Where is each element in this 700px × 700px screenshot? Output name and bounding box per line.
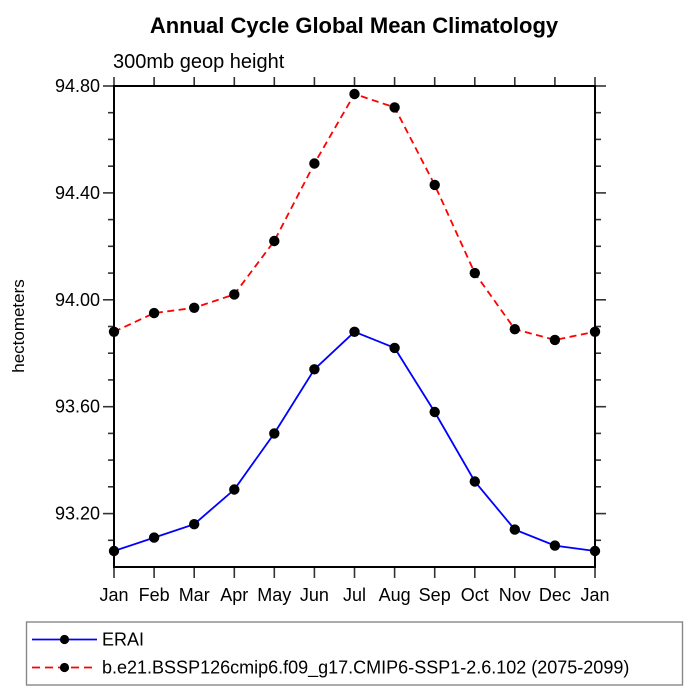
data-point	[229, 289, 240, 300]
data-point	[589, 545, 601, 557]
data-point	[349, 326, 360, 337]
x-tick-label: Jan	[99, 585, 128, 605]
data-point	[469, 267, 480, 279]
data-point	[309, 364, 320, 375]
y-tick-label: 94.80	[55, 76, 100, 96]
data-point	[349, 88, 360, 100]
x-tick-label: Sep	[419, 585, 451, 605]
data-point	[189, 302, 200, 313]
chart-title: Annual Cycle Global Mean Climatology	[150, 13, 559, 38]
y-tick-label: 94.00	[55, 290, 100, 310]
legend-label-erai: ERAI	[102, 630, 144, 650]
legend-label-model: b.e21.BSSP126cmip6.f09_g17.CMIP6-SSP1-2.…	[102, 658, 629, 679]
data-point	[108, 326, 120, 337]
x-tick-label: Feb	[139, 585, 170, 605]
y-axis-ticks-right	[595, 85, 606, 542]
data-point	[469, 476, 480, 487]
data-point	[148, 307, 160, 319]
data-point	[269, 428, 280, 439]
data-point	[549, 540, 561, 551]
data-point	[389, 342, 400, 354]
legend-marker-erai	[59, 634, 70, 645]
x-tick-label: Mar	[179, 585, 210, 605]
x-tick-label: Dec	[539, 585, 571, 605]
data-point	[429, 179, 440, 191]
data-point	[509, 524, 520, 535]
plot-border	[113, 85, 596, 568]
x-axis-ticks-bottom	[113, 567, 596, 578]
x-tick-label: Jan	[580, 585, 609, 605]
y-axis-ticks-left	[103, 85, 114, 542]
y-tick-label: 93.20	[55, 504, 100, 524]
data-point	[229, 484, 240, 495]
y-axis-tick-labels: 93.20 93.60 94.00 94.40 94.80	[55, 76, 100, 524]
x-tick-label: Jun	[300, 585, 329, 605]
chart-subtitle: 300mb geop height	[113, 51, 285, 73]
data-point	[148, 532, 160, 543]
legend: ERAI b.e21.BSSP126cmip6.f09_g17.CMIP6-SS…	[25, 621, 684, 686]
data-point	[549, 334, 561, 346]
data-point	[389, 102, 400, 113]
x-tick-label: Aug	[379, 585, 411, 605]
x-tick-label: May	[257, 585, 291, 605]
data-point	[589, 326, 601, 337]
y-axis-label: hectometers	[9, 279, 28, 373]
data-point	[509, 324, 520, 335]
x-axis-ticks-top	[113, 77, 596, 86]
x-tick-label: Oct	[461, 585, 489, 605]
series-line-0	[113, 330, 596, 552]
data-point	[108, 545, 120, 557]
legend-marker-model	[59, 662, 70, 673]
y-tick-label: 94.40	[55, 183, 100, 203]
y-tick-label: 93.60	[55, 397, 100, 417]
data-point	[189, 519, 200, 530]
legend-box	[25, 621, 684, 686]
series-lines	[108, 88, 601, 557]
x-axis-tick-labels: Jan Feb Mar Apr May Jun Jul Aug Sep Oct Nov Dec Jan	[99, 585, 609, 605]
data-point	[269, 235, 280, 247]
series-line-1	[113, 92, 596, 341]
data-point	[309, 158, 320, 169]
data-point	[429, 406, 440, 418]
x-tick-label: Nov	[499, 585, 531, 605]
x-tick-label: Apr	[220, 585, 248, 605]
x-tick-label: Jul	[343, 585, 366, 605]
